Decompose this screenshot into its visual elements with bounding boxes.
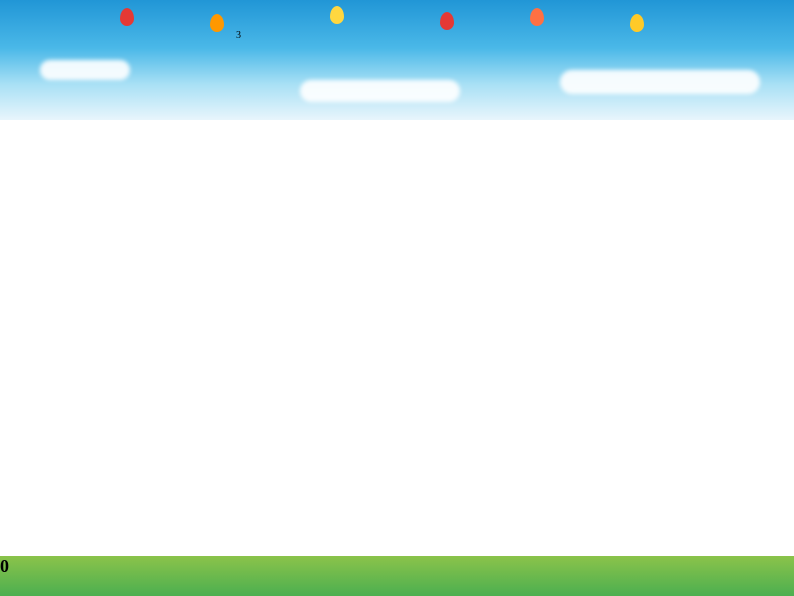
- chart-svg: [0, 0, 794, 596]
- origin-label: 0: [0, 556, 9, 577]
